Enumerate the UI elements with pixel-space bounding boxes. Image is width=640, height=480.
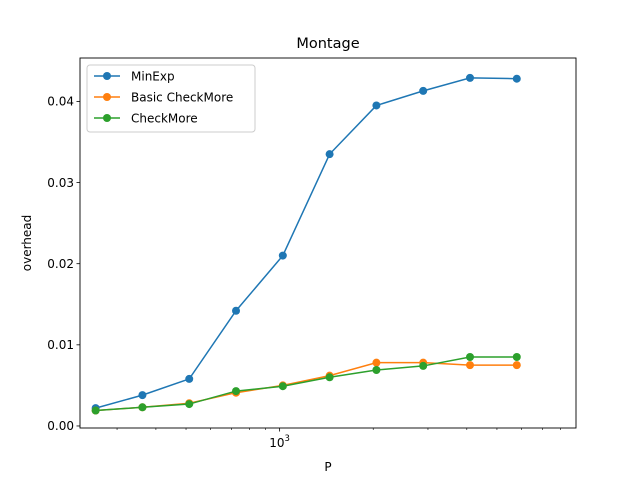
y-tick-label: 0.04 — [47, 95, 74, 109]
legend-marker — [103, 114, 111, 122]
series-line-0 — [95, 77, 517, 409]
data-point — [466, 361, 475, 370]
y-tick-label: 0.01 — [47, 338, 74, 352]
chart-title: Montage — [296, 36, 359, 52]
data-point — [466, 353, 475, 362]
data-point — [419, 86, 428, 95]
legend-label: MinExp — [131, 69, 175, 83]
legend-box — [86, 64, 256, 133]
x-axis-label: P — [324, 460, 331, 474]
data-point — [419, 361, 428, 370]
y-tick-label: 0.02 — [47, 257, 74, 271]
legend-marker — [103, 93, 111, 101]
y-tick-label: 0.03 — [47, 176, 74, 190]
y-tick-label: 0.00 — [47, 419, 74, 433]
axes: 0.00 0.01 0.02 0.03 0.04 103 — [47, 95, 561, 450]
data-point — [325, 150, 334, 159]
legend-marker — [103, 72, 111, 80]
data-point — [138, 391, 147, 400]
data-point — [185, 374, 194, 383]
data-point — [325, 373, 334, 382]
data-point — [232, 387, 241, 396]
data-point — [278, 251, 287, 260]
data-point — [372, 365, 381, 374]
plot-area — [91, 73, 521, 415]
legend-label: CheckMore — [131, 111, 198, 125]
series-line-2 — [95, 356, 517, 412]
data-point — [512, 353, 521, 362]
x-tick-label: 103 — [269, 434, 290, 450]
plot-frame — [79, 57, 577, 429]
data-point — [512, 361, 521, 370]
data-point — [91, 406, 100, 415]
y-axis-label: overhead — [20, 215, 34, 272]
data-point — [138, 403, 147, 412]
legend: MinExp Basic CheckMore CheckMore — [86, 64, 256, 133]
data-point — [278, 382, 287, 391]
data-point — [185, 400, 194, 409]
data-point — [512, 74, 521, 83]
data-point — [466, 73, 475, 82]
data-point — [372, 101, 381, 110]
data-point — [232, 306, 241, 315]
data-point — [372, 358, 381, 367]
legend-label: Basic CheckMore — [131, 90, 233, 104]
